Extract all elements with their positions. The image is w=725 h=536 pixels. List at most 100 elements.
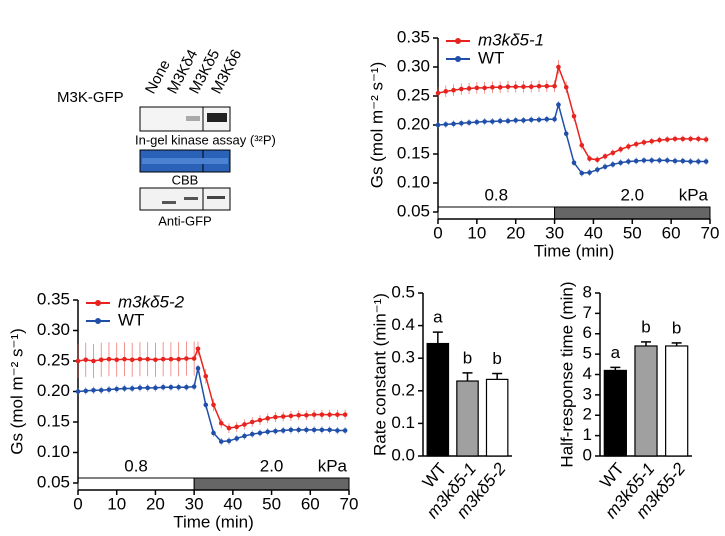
significance-label: b — [463, 348, 472, 367]
significance-label: a — [433, 308, 443, 327]
significance-label: b — [641, 317, 650, 336]
y-tick-label: 0.20 — [37, 381, 70, 400]
y-tick-label: 0.0 — [391, 445, 415, 464]
data-point — [688, 136, 693, 142]
data-point — [587, 170, 592, 175]
data-point — [273, 428, 278, 434]
data-point — [91, 387, 96, 393]
legend-marker — [455, 56, 461, 62]
data-point — [618, 160, 623, 165]
x-tick-label: 20 — [146, 494, 165, 513]
x-tick-label: 0 — [73, 494, 82, 513]
data-point — [311, 412, 317, 417]
data-point — [633, 158, 639, 164]
data-point — [280, 428, 286, 433]
data-point — [435, 90, 441, 96]
data-point — [226, 425, 232, 431]
y-tick-label: 0.15 — [397, 143, 430, 162]
y-tick-label: 0.25 — [37, 350, 70, 369]
data-point — [75, 358, 81, 364]
data-point — [521, 118, 526, 123]
data-point — [153, 357, 158, 363]
data-point — [672, 158, 678, 164]
data-point — [191, 356, 197, 361]
y-tick-label: 0.3 — [391, 348, 415, 367]
y-tick-label: 0.15 — [37, 411, 70, 430]
data-point — [513, 84, 519, 90]
data-point — [257, 417, 263, 423]
data-point — [563, 85, 569, 90]
data-point — [587, 156, 592, 161]
data-point — [571, 160, 577, 165]
y-tick-label: 0.1 — [391, 413, 415, 432]
data-point — [474, 119, 480, 125]
data-point — [288, 413, 294, 419]
legend-label: m3kδ5-2 — [118, 292, 185, 311]
data-point — [304, 427, 309, 433]
y-tick-label: 0.10 — [397, 172, 430, 191]
legend-label: WT — [118, 310, 144, 329]
gel-band — [184, 197, 198, 200]
x-axis-label: Time (min) — [534, 241, 615, 260]
data-point — [137, 356, 143, 362]
data-point — [602, 164, 608, 170]
data-point — [211, 430, 216, 436]
data-point — [257, 430, 263, 436]
y-tick-label: 0.20 — [397, 114, 430, 133]
y-tick-label: 0.35 — [37, 289, 70, 308]
data-point — [280, 414, 286, 419]
data-point — [482, 119, 487, 124]
vpd-step — [437, 206, 556, 220]
x-tick-label: 20 — [506, 223, 525, 242]
gel-band — [207, 113, 227, 122]
data-point — [211, 402, 216, 408]
data-point — [91, 358, 96, 364]
data-point — [98, 387, 104, 393]
x-tick-label: 10 — [107, 494, 126, 513]
data-point — [497, 85, 503, 90]
data-point — [672, 136, 678, 142]
y-tick-label: 6 — [583, 323, 592, 342]
data-point — [657, 137, 662, 143]
data-point — [688, 159, 693, 164]
x-tick-label: 50 — [623, 223, 642, 242]
vpd-step — [554, 206, 711, 220]
x-axis-label: Time (min) — [173, 512, 254, 531]
data-point — [319, 412, 325, 417]
data-point — [83, 388, 89, 394]
data-point — [696, 159, 701, 164]
data-point — [273, 414, 278, 420]
data-point — [505, 84, 511, 90]
data-point — [342, 428, 348, 433]
y-tick-label: 0.05 — [397, 201, 430, 220]
data-point — [563, 131, 569, 136]
data-point — [571, 114, 577, 119]
data-point — [242, 433, 247, 439]
data-point — [435, 122, 441, 128]
significance-label: a — [611, 343, 621, 362]
data-point — [296, 412, 301, 418]
data-point — [528, 117, 534, 123]
data-point — [703, 159, 709, 164]
x-tick-label: 60 — [301, 494, 320, 513]
data-point — [505, 118, 511, 124]
data-point — [342, 412, 348, 417]
bar — [634, 345, 658, 457]
data-point — [664, 158, 670, 163]
data-point — [451, 121, 456, 127]
data-point — [595, 167, 600, 172]
data-point — [680, 136, 686, 142]
data-point — [528, 84, 534, 90]
data-point — [226, 438, 232, 444]
data-point — [482, 85, 487, 91]
y-axis-label: Gs (mol m⁻² s⁻¹) — [7, 328, 26, 455]
data-point — [168, 356, 174, 362]
x-tick-label: 10 — [467, 223, 486, 242]
data-point — [203, 373, 209, 379]
y-tick-label: 0 — [583, 445, 592, 464]
data-point — [544, 83, 550, 89]
data-point — [443, 122, 449, 127]
vpd-label: 2.0 — [260, 456, 284, 475]
y-tick-label: 5 — [583, 344, 592, 363]
row-label: M3K-GFP — [57, 89, 124, 106]
